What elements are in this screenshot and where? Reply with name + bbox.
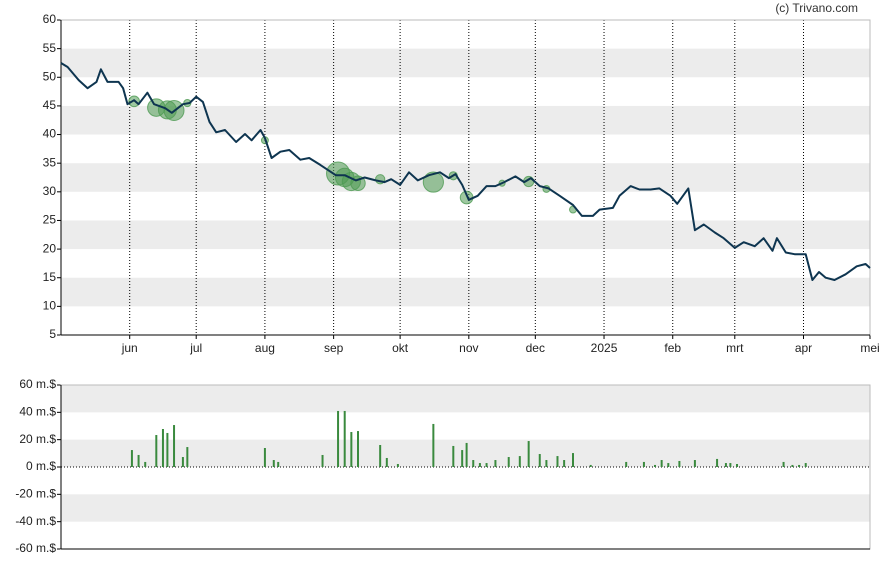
volume-bar: [472, 460, 475, 467]
volume-bar: [571, 453, 574, 467]
volume-bar: [465, 442, 468, 467]
y-tick-label: 30: [43, 184, 57, 198]
volume-bar: [181, 457, 184, 467]
volume-bar: [798, 464, 801, 467]
x-tick-label: feb: [664, 341, 681, 355]
y-tick-label: -40 m.$: [15, 514, 56, 528]
volume-bar: [337, 410, 340, 467]
x-tick-label: dec: [526, 341, 545, 355]
y-tick-label: 50: [43, 69, 57, 83]
volume-bar: [155, 435, 158, 467]
volume-bar: [538, 454, 541, 467]
y-tick-label: -60 m.$: [15, 541, 56, 555]
volume-bar: [350, 432, 353, 467]
volume-bar: [654, 464, 657, 467]
x-tick-label: sep: [324, 341, 344, 355]
volume-bar: [432, 423, 435, 467]
volume-bar: [556, 456, 559, 467]
volume-bar: [452, 445, 455, 467]
x-tick-label: 2025: [591, 341, 618, 355]
x-tick-label: nov: [459, 341, 478, 355]
volume-bar: [494, 460, 497, 467]
band: [61, 48, 870, 78]
volume-bar: [589, 464, 592, 467]
volume-bar: [667, 463, 670, 467]
volume-bar: [379, 444, 382, 467]
y-tick-label: 40: [43, 127, 57, 141]
bubble: [422, 171, 444, 193]
price-line: [60, 62, 871, 281]
band: [61, 277, 870, 307]
volume-bar: [527, 441, 530, 467]
volume-bar: [321, 454, 324, 467]
y-tick-label: -20 m.$: [15, 487, 56, 501]
y-tick-label: 5: [49, 327, 56, 341]
volume-bar: [693, 460, 696, 467]
volume-bar: [396, 463, 399, 467]
volume-bar: [660, 460, 663, 467]
band: [61, 439, 870, 467]
band: [61, 494, 870, 522]
volume-bar: [716, 458, 719, 467]
y-tick-label: 60: [43, 12, 57, 26]
y-tick-label: 10: [43, 299, 57, 313]
x-tick-label: mrt: [726, 341, 744, 355]
y-tick-label: 20 m.$: [19, 432, 56, 446]
volume-bar: [137, 454, 140, 467]
volume-bar: [385, 457, 388, 467]
volume-bar: [161, 429, 164, 467]
volume-bar: [485, 463, 488, 467]
band: [61, 163, 870, 192]
x-tick-label: okt: [392, 341, 409, 355]
y-tick-label: 0 m.$: [26, 459, 56, 473]
x-tick-label: aug: [255, 341, 275, 355]
volume-bar: [186, 447, 189, 467]
volume-bar: [736, 463, 739, 467]
volume-bar: [507, 457, 510, 467]
y-tick-label: 45: [43, 98, 57, 112]
volume-bar: [173, 425, 176, 467]
y-tick-label: 40 m.$: [19, 405, 56, 419]
y-tick-label: 55: [43, 41, 57, 55]
volume-bar: [625, 461, 628, 467]
volume-bar: [782, 461, 785, 467]
y-tick-label: 15: [43, 270, 57, 284]
volume-bar: [357, 431, 360, 467]
volume-bar: [461, 450, 464, 467]
x-tick-label: jul: [189, 341, 202, 355]
volume-bar: [724, 463, 727, 467]
y-tick-label: 60 m.$: [19, 377, 56, 391]
volume-bar: [263, 448, 266, 467]
credit: (c) Trivano.com: [775, 1, 858, 15]
volume-bar: [791, 464, 794, 467]
volume-bar: [343, 410, 346, 467]
volume-bar: [563, 460, 566, 467]
x-tick-label: apr: [795, 341, 812, 355]
band: [61, 220, 870, 250]
volume-bar: [130, 450, 133, 467]
x-tick-label: jun: [121, 341, 138, 355]
y-tick-label: 25: [43, 213, 57, 227]
band: [61, 385, 870, 413]
volume-bar: [678, 460, 681, 467]
volume-bar: [804, 463, 807, 467]
x-tick-label: mei: [860, 341, 879, 355]
volume-bar: [545, 460, 548, 467]
y-tick-label: 20: [43, 241, 57, 255]
volume-bar: [518, 456, 521, 467]
volume-bar: [272, 460, 275, 467]
volume-bar: [729, 463, 732, 467]
volume-bar: [277, 461, 280, 467]
volume-bar: [642, 461, 645, 467]
volume-bar: [144, 461, 147, 467]
volume-bar: [166, 432, 169, 467]
volume-bar: [478, 463, 481, 467]
y-tick-label: 35: [43, 155, 57, 169]
